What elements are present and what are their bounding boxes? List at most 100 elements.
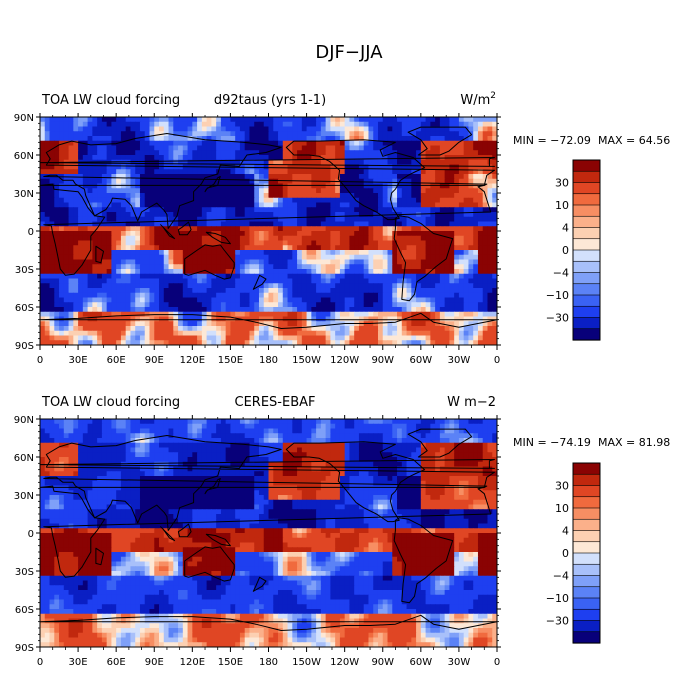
max-label: MAX = 64.56 (598, 134, 670, 147)
lon-tick-label: 90W (371, 657, 394, 668)
lon-tick-label: 150W (292, 355, 321, 366)
colorbar-swatch (572, 608, 601, 622)
colorbar-swatch (572, 227, 601, 240)
colorbar-label: −30 (546, 312, 569, 325)
max-label: MAX = 81.98 (598, 436, 670, 449)
colorbar-swatch (572, 507, 601, 520)
lon-tick-label: 60W (410, 355, 433, 366)
colorbar-swatch (572, 204, 601, 217)
lon-tick-label: 60W (410, 657, 433, 668)
colorbar-swatch (572, 530, 601, 543)
lon-tick-label: 0 (494, 657, 500, 668)
colorbar-swatch (572, 249, 601, 262)
colorbar-swatch (572, 317, 601, 330)
colorbar-label: −10 (546, 289, 569, 302)
colorbar-swatch (572, 496, 601, 509)
lon-tick-label: 0 (37, 657, 43, 668)
lon-tick-label: 90W (371, 355, 394, 366)
lon-tick-label: 60E (107, 355, 126, 366)
colorbar-label: −30 (546, 615, 569, 628)
lon-tick-label: 150W (292, 657, 321, 668)
lat-tick-label: 0 (28, 227, 34, 238)
lon-tick-label: 30E (69, 355, 88, 366)
lat-tick-label: 60S (15, 303, 34, 314)
colorbar-swatch (572, 283, 601, 296)
lat-tick-label: 90S (15, 643, 34, 654)
colorbar-swatch (572, 620, 601, 633)
lon-tick-label: 150E (218, 355, 243, 366)
lat-tick-label: 60N (14, 453, 34, 464)
lon-tick-label: 30W (448, 657, 471, 668)
colorbar-swatch (572, 294, 601, 307)
lon-tick-label: 30W (448, 355, 471, 366)
colorbar-swatch (572, 182, 601, 195)
lon-tick-label: 60E (107, 657, 126, 668)
colorbar-label: 4 (562, 222, 569, 235)
lat-tick-label: 90N (14, 415, 34, 426)
lon-tick-label: 90E (145, 657, 164, 668)
colorbar-label: 0 (562, 244, 569, 257)
colorbar-swatch (572, 631, 601, 644)
colorbar-swatch (572, 552, 601, 565)
colorbar-label: 10 (555, 199, 569, 212)
units-base: W m−2 (447, 395, 496, 410)
colorbar-frame (572, 159, 601, 341)
lon-tick-label: 30E (69, 657, 88, 668)
panel-left-title: TOA LW cloud forcing (41, 395, 180, 410)
colorbar-obs: 30 10 4 0 −4 −10 −30 (546, 462, 601, 644)
colorbar-swatch (572, 215, 601, 229)
lat-tick-label: 60N (14, 151, 34, 162)
colorbar-label: −10 (546, 592, 569, 605)
lat-tick-label: 60S (15, 605, 34, 616)
lon-tick-label: 0 (37, 355, 43, 366)
colorbar-swatch (572, 473, 601, 487)
colorbar-swatch (572, 485, 601, 498)
colorbar-swatch (572, 238, 601, 251)
min-label: MIN = −72.09 (513, 134, 591, 147)
panel-left-title: TOA LW cloud forcing (41, 93, 180, 108)
panel-units: W m−2 (447, 395, 496, 410)
colorbar-label: −4 (553, 570, 569, 583)
map-field (40, 117, 497, 345)
panel-units: W/m2 (460, 91, 496, 108)
colorbar-swatch (572, 170, 601, 184)
colorbar-swatch (572, 575, 601, 588)
colorbar-swatch (572, 260, 601, 274)
colorbar-swatch (572, 586, 601, 599)
colorbar-swatch (572, 159, 601, 172)
lon-tick-label: 120E (180, 355, 205, 366)
lon-tick-label: 120E (180, 657, 205, 668)
lat-tick-label: 30S (15, 265, 34, 276)
figure-title: DJF−JJA (315, 42, 383, 63)
panel-model: TOA LW cloud forcing d92taus (yrs 1-1) W… (14, 91, 670, 366)
lat-tick-label: 0 (28, 529, 34, 540)
lon-tick-label: 180 (259, 657, 278, 668)
panel-center-title: d92taus (yrs 1-1) (214, 93, 326, 108)
units-base: W/m (460, 93, 490, 108)
colorbar-label: 0 (562, 547, 569, 560)
colorbar-model: 30 10 4 0 −4 −10 −30 (546, 159, 601, 341)
lon-tick-label: 90E (145, 355, 164, 366)
lat-tick-label: 30N (14, 189, 34, 200)
colorbar-swatch (572, 328, 601, 341)
lon-tick-label: 120W (330, 657, 359, 668)
min-label: MIN = −74.19 (513, 436, 591, 449)
lat-tick-label: 30S (15, 567, 34, 578)
colorbar-swatch (572, 305, 601, 319)
lon-tick-label: 180 (259, 355, 278, 366)
panel-obs: TOA LW cloud forcing CERES-EBAF W m−2 90… (14, 395, 670, 668)
colorbar-swatch (572, 193, 601, 206)
lon-tick-label: 120W (330, 355, 359, 366)
units-superscript: 2 (490, 91, 496, 101)
colorbar-swatch (572, 462, 601, 475)
colorbar-swatch (572, 518, 601, 532)
colorbar-frame (572, 462, 601, 644)
colorbar-label: 10 (555, 502, 569, 515)
colorbar-label: 30 (555, 177, 569, 190)
lat-tick-label: 90N (14, 113, 34, 124)
coastlines (40, 428, 497, 631)
panel-center-title: CERES-EBAF (235, 395, 316, 410)
